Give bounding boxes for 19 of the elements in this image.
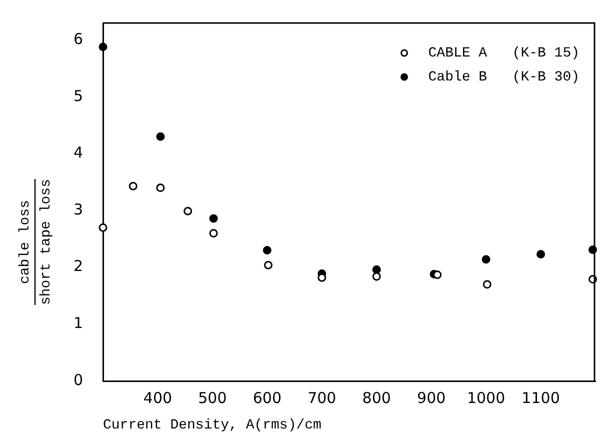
y-tick-label: 3 xyxy=(73,200,83,218)
y-tick-label: 1 xyxy=(73,314,83,332)
x-tick-label: 600 xyxy=(252,388,282,407)
y-tick-label: 0 xyxy=(73,370,83,389)
x-tick-label: 700 xyxy=(308,388,336,407)
x-tick-label: 800 xyxy=(362,388,391,407)
x-tick-label: 900 xyxy=(417,388,446,407)
y-tick-label: 6 xyxy=(73,30,83,48)
x-tick-label: 1000 xyxy=(466,388,506,407)
x-tick-label: 500 xyxy=(198,388,227,407)
y-tick-label: 2 xyxy=(73,257,83,276)
legend-label: CABLE A (K-B 15) xyxy=(428,46,580,62)
legend-label: Cable B (K-B 30) xyxy=(428,70,580,86)
x-tick-label: 400 xyxy=(143,388,172,407)
y-tick-label: 4 xyxy=(73,144,83,162)
y-axis-title: cable loss short tape loss xyxy=(18,178,55,306)
x-tick-label: 1100 xyxy=(522,388,560,407)
x-axis-title: Current Density, A(rms)/cm xyxy=(103,417,322,434)
y-tick-label: 5 xyxy=(73,86,83,105)
